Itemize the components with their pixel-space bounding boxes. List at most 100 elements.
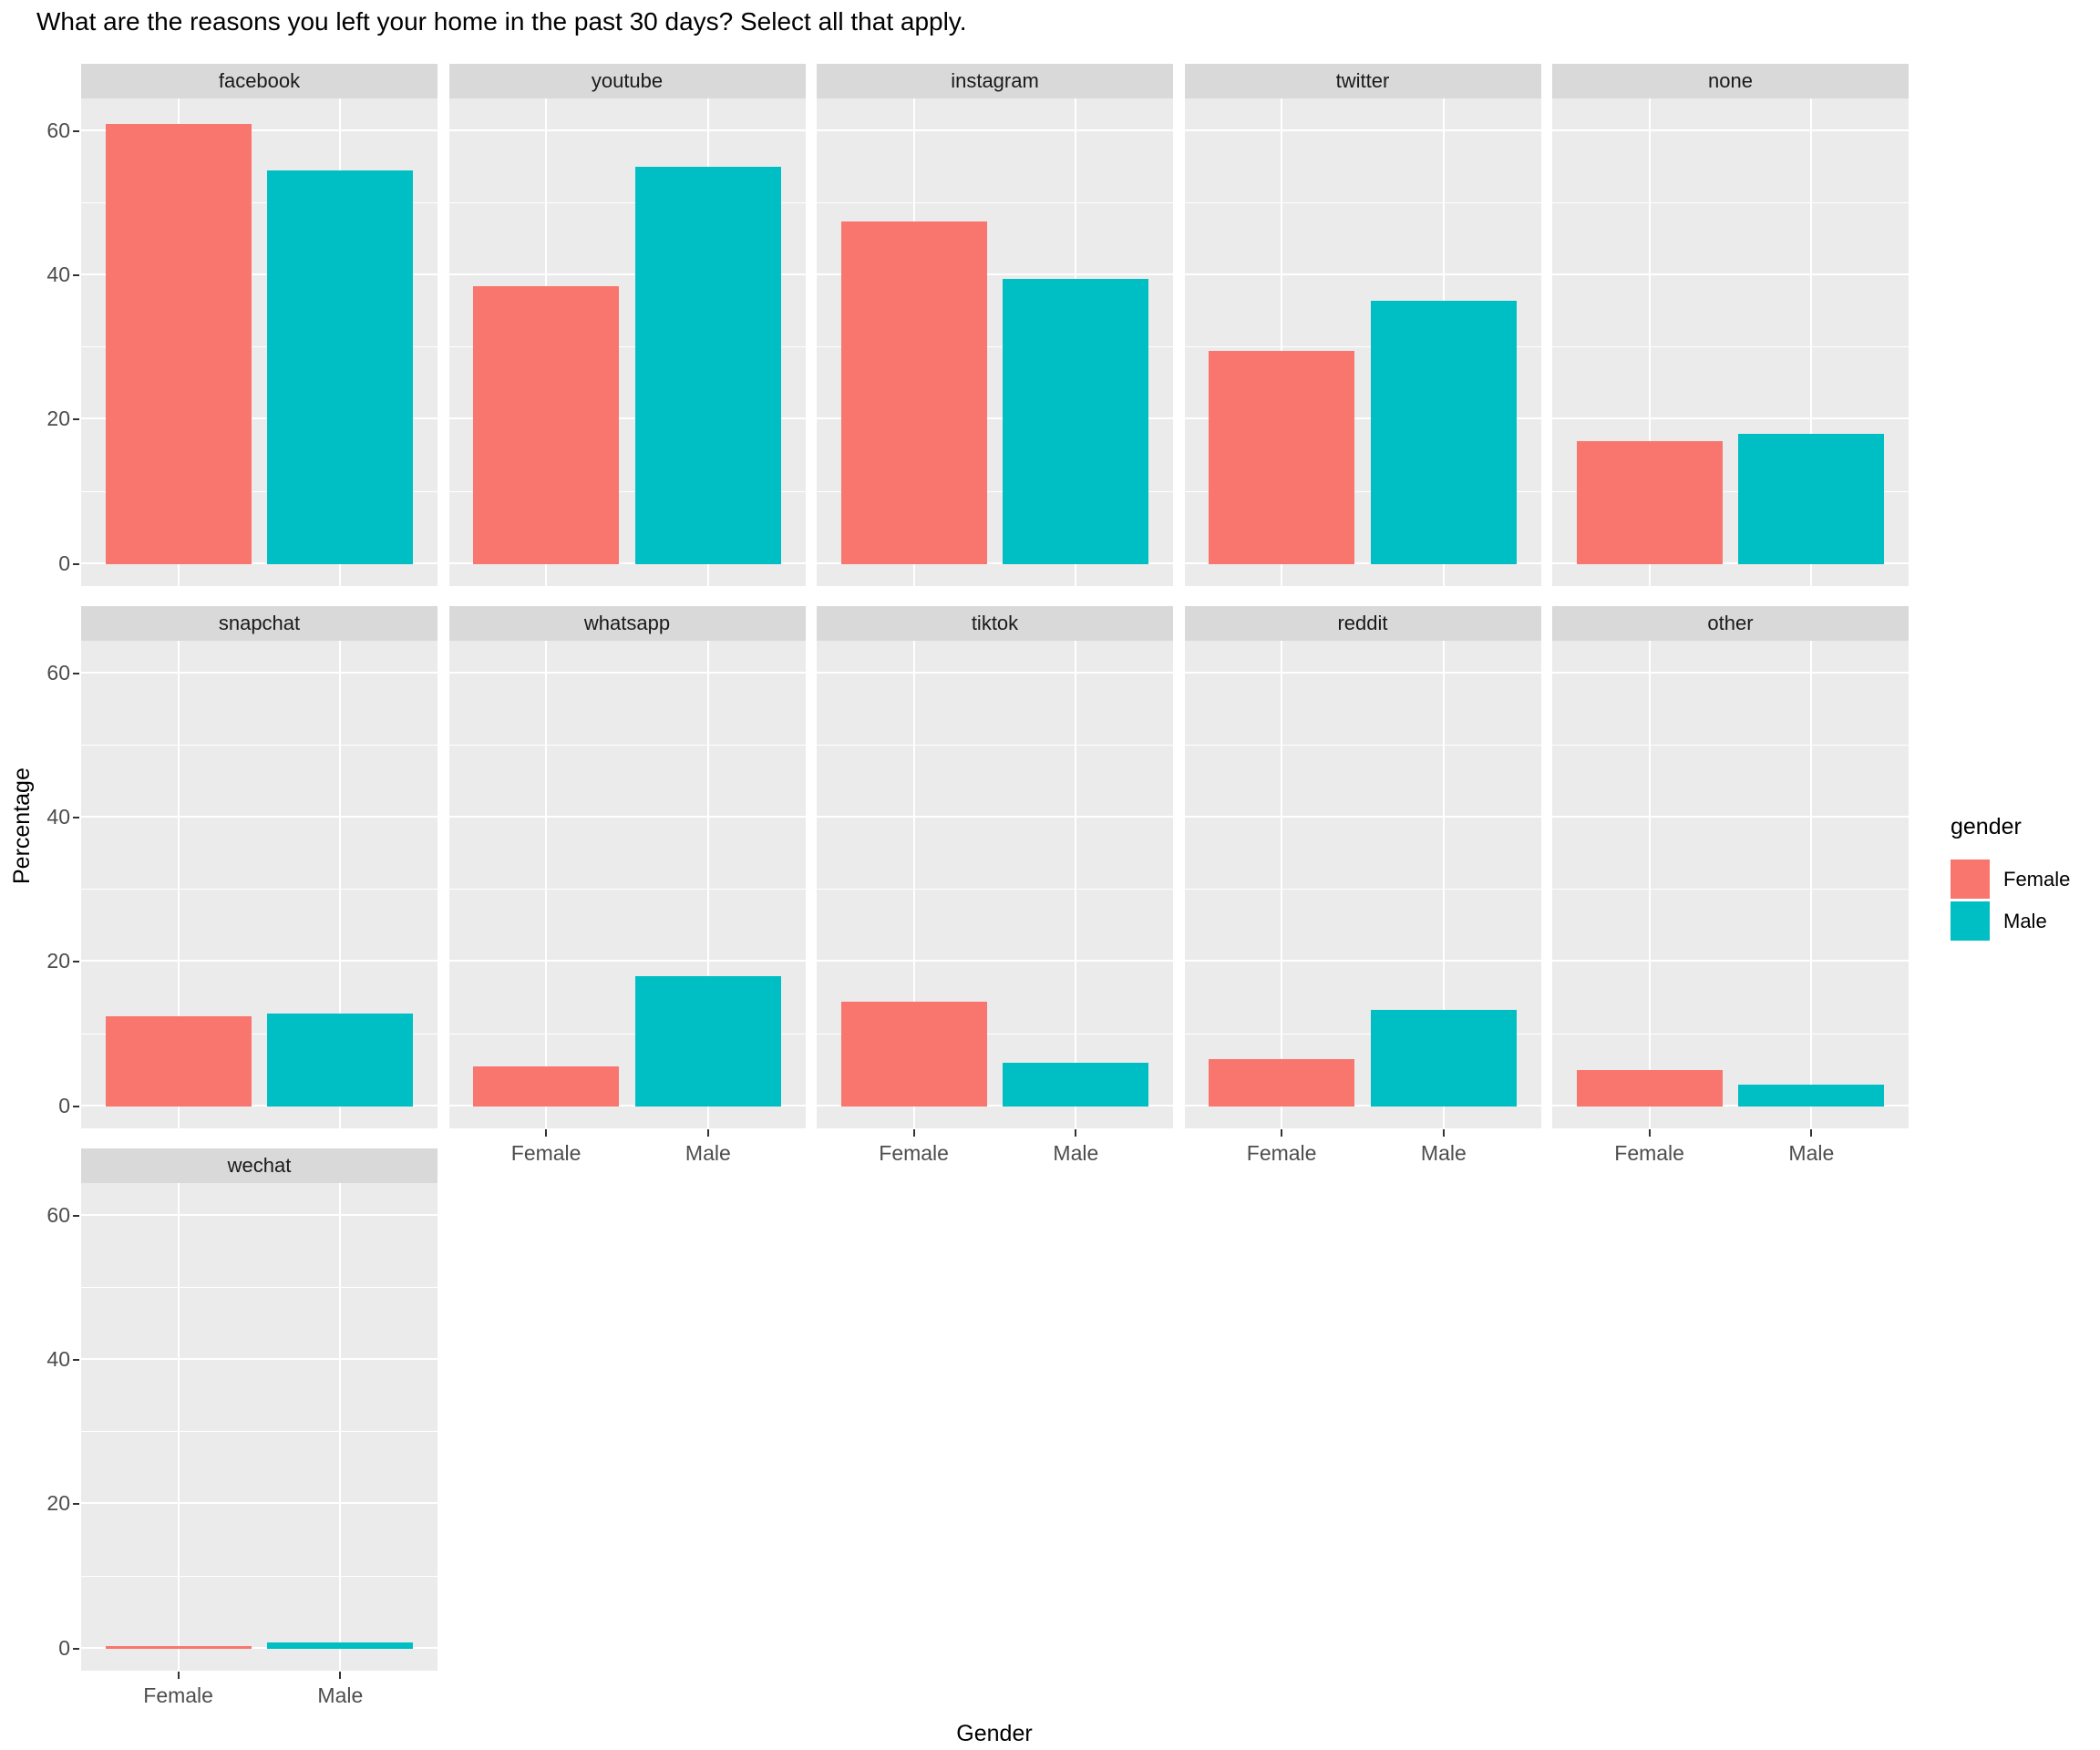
legend: gender Female Male: [1951, 814, 2070, 942]
minor-gridline: [817, 1033, 1173, 1035]
facet-strip-label: instagram: [817, 64, 1173, 98]
facet-none: none: [1552, 64, 1909, 586]
x-tick-label-female: Female: [143, 1683, 213, 1707]
minor-gridline: [81, 744, 438, 746]
minor-gridline: [1552, 744, 1909, 746]
bar-none-male: [1738, 434, 1885, 564]
major-gridline: [1552, 273, 1909, 275]
y-tick: [73, 816, 79, 818]
major-gridline: [1552, 960, 1909, 962]
y-tick-label: 60: [46, 1202, 70, 1227]
major-gridline-vertical: [339, 641, 342, 1128]
major-gridline-vertical: [177, 641, 180, 1128]
minor-gridline: [1552, 1033, 1909, 1035]
y-tick: [73, 1214, 79, 1217]
major-gridline: [1184, 671, 1541, 674]
minor-gridline: [81, 490, 438, 492]
minor-gridline: [817, 744, 1173, 746]
major-gridline: [81, 1502, 438, 1505]
y-tick-label: 0: [58, 1093, 70, 1117]
y-tick: [73, 1105, 79, 1107]
facet-panel: [448, 98, 806, 586]
facet-instagram: instagram: [817, 64, 1173, 586]
y-tick: [73, 418, 79, 421]
major-gridline-vertical: [1648, 641, 1651, 1128]
major-gridline: [1184, 417, 1541, 420]
facet-panel: [817, 98, 1173, 586]
major-gridline-vertical: [912, 641, 915, 1128]
y-tick: [73, 1503, 79, 1506]
minor-gridline: [1552, 889, 1909, 890]
major-gridline-vertical: [1442, 641, 1445, 1128]
y-tick: [73, 1358, 79, 1361]
x-tick-label-female: Female: [1614, 1141, 1684, 1165]
facet-facebook: facebook: [81, 64, 438, 586]
major-gridline: [817, 1104, 1173, 1107]
facet-panel: [1184, 98, 1541, 586]
facet-twitter: twitter: [1184, 64, 1541, 586]
bar-reddit-female: [1209, 1059, 1355, 1107]
facet-panel: [448, 641, 806, 1128]
major-gridline: [81, 561, 438, 564]
y-tick-label: 60: [46, 118, 70, 142]
bar-twitter-female: [1209, 351, 1355, 564]
major-gridline: [448, 815, 806, 818]
facet-panel: [817, 641, 1173, 1128]
major-gridline: [1552, 815, 1909, 818]
major-gridline: [1552, 129, 1909, 131]
x-tick: [1810, 1129, 1813, 1137]
legend-item-male: Male: [1951, 901, 2047, 942]
major-gridline: [817, 129, 1173, 131]
y-tick-label: 20: [46, 949, 70, 973]
major-gridline: [1552, 417, 1909, 420]
major-gridline: [817, 417, 1173, 420]
minor-gridline: [81, 1286, 438, 1288]
y-tick: [73, 672, 79, 674]
legend-title: gender: [1951, 814, 2022, 839]
major-gridline: [81, 273, 438, 275]
minor-gridline: [817, 889, 1173, 890]
x-tick: [1281, 1129, 1283, 1137]
x-tick-label-female: Female: [1246, 1141, 1317, 1165]
bar-snapchat-male: [267, 1014, 414, 1107]
facet-strip-label: none: [1552, 64, 1909, 98]
facet-strip-label: reddit: [1184, 606, 1541, 641]
minor-gridline: [817, 490, 1173, 492]
major-gridline: [81, 129, 438, 131]
major-gridline-vertical: [1810, 98, 1813, 586]
bar-none-female: [1576, 441, 1723, 564]
major-gridline: [448, 1104, 806, 1107]
major-gridline: [1184, 561, 1541, 564]
y-tick-label: 40: [46, 1346, 70, 1371]
x-tick: [339, 1672, 342, 1679]
major-gridline: [1552, 1104, 1909, 1107]
major-gridline: [1184, 129, 1541, 131]
facet-youtube: youtube: [448, 64, 806, 586]
y-tick-label: 40: [46, 262, 70, 286]
major-gridline-vertical: [545, 641, 548, 1128]
major-gridline: [81, 1646, 438, 1649]
facet-snapchat: snapchat: [81, 606, 438, 1128]
minor-gridline: [448, 1033, 806, 1035]
major-gridline-vertical: [1648, 98, 1651, 586]
bar-instagram-female: [840, 221, 987, 564]
minor-gridline: [1184, 744, 1541, 746]
legend-item-label: Female: [2003, 868, 2071, 890]
major-gridline: [1184, 1104, 1541, 1107]
bar-tiktok-female: [840, 1001, 987, 1107]
major-gridline: [81, 1357, 438, 1360]
facet-strip-label: twitter: [1184, 64, 1541, 98]
x-tick-label-female: Female: [879, 1141, 949, 1165]
x-tick-label-male: Male: [1420, 1141, 1467, 1165]
bar-youtube-male: [634, 167, 781, 564]
major-gridline: [1184, 960, 1541, 962]
legend-key-swatch: [1951, 860, 1990, 899]
major-gridline: [817, 273, 1173, 275]
x-tick-label-male: Male: [317, 1683, 364, 1707]
y-tick-label: 0: [58, 1635, 70, 1660]
bar-facebook-female: [105, 123, 252, 564]
minor-gridline: [448, 490, 806, 492]
minor-gridline: [1184, 201, 1541, 203]
x-tick-label-male: Male: [1788, 1141, 1835, 1165]
x-tick: [706, 1129, 709, 1137]
